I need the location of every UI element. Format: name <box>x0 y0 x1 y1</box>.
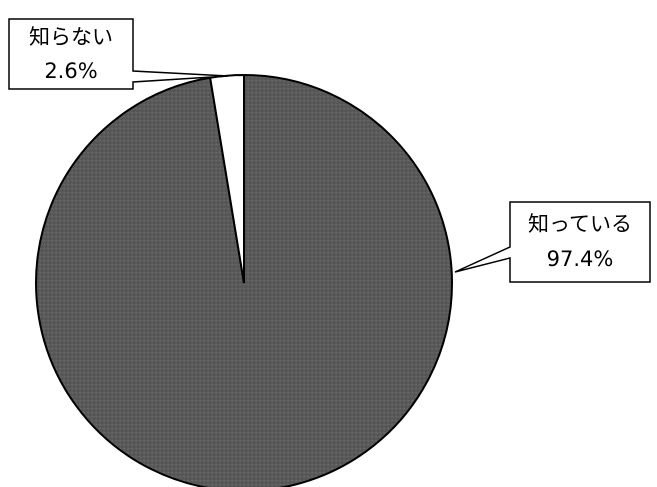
callout-unknown: 知らない 2.6% <box>8 18 229 90</box>
callout-box-known <box>454 201 651 283</box>
callout-known: 知っている 97.4% <box>454 201 651 283</box>
callout-label-unknown: 知らない <box>29 25 113 49</box>
callout-value-unknown: 2.6% <box>44 59 97 83</box>
callout-value-known: 97.4% <box>547 247 614 271</box>
callout-box-unknown <box>8 18 229 90</box>
callout-label-known: 知っている <box>528 212 632 236</box>
